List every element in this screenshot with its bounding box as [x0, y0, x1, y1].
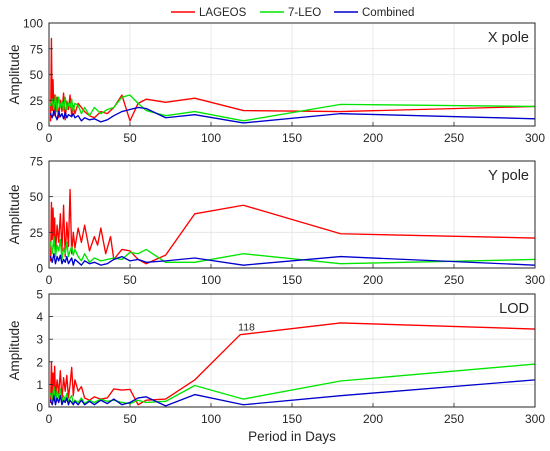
x-tick-label-2-3: 150: [282, 412, 302, 426]
x-tick-label-0-0: 0: [46, 131, 53, 145]
x-tick-label-0-4: 200: [363, 131, 383, 145]
legend: LAGEOS 7-LEO Combined: [171, 7, 414, 19]
x-tick-label-1-4: 200: [363, 273, 383, 287]
x-tick-label-1-1: 50: [123, 273, 137, 287]
x-axis-label: Period in Days: [248, 429, 336, 444]
panel-title-0: X pole: [488, 30, 529, 46]
x-tick-label-2-0: 0: [46, 412, 53, 426]
panel-title-2: LOD: [499, 301, 529, 317]
series-line-7-leo-2: [49, 363, 535, 405]
y-tick-label-0-0: 0: [36, 120, 43, 134]
series-line-combined-1: [49, 253, 535, 266]
x-tick-label-1-0: 0: [46, 273, 53, 287]
series-line-combined-0: [49, 106, 535, 124]
y-tick-label-0-2: 50: [30, 68, 44, 82]
y-axis-label-2: Amplitude: [7, 320, 22, 380]
annotation-2-0: 118: [238, 322, 255, 334]
y-tick-label-0-3: 75: [30, 42, 44, 56]
x-tick-label-1-2: 100: [201, 273, 221, 287]
series-line-lageos-2: [49, 322, 535, 406]
y-tick-label-0-4: 100: [23, 17, 43, 31]
legend-entry-1: 7-LEO: [260, 7, 321, 19]
panel-1: 0 50 100 150 200 250 300 0 25 50 75 Amplitude Y pole: [7, 155, 545, 288]
y-tick-label-1-3: 75: [30, 155, 44, 169]
panel-2: 0 50 100 150 200 250 300 0 1 2 3 4 5 Amplitude LOD 118: [7, 288, 545, 427]
y-tick-label-2-5: 5: [36, 288, 43, 302]
y-axis-label-1: Amplitude: [7, 184, 22, 244]
y-tick-label-2-1: 1: [36, 378, 43, 392]
x-tick-label-1-6: 300: [525, 273, 545, 287]
x-tick-label-1-3: 150: [282, 273, 302, 287]
series-line-7-leo-1: [49, 235, 535, 265]
series-line-lageos-1: [49, 188, 535, 265]
y-tick-label-1-0: 0: [36, 262, 43, 276]
y-tick-label-1-1: 25: [30, 226, 44, 240]
x-tick-label-2-4: 200: [363, 412, 383, 426]
legend-label-2: Combined: [362, 7, 414, 19]
x-tick-label-2-1: 50: [123, 412, 137, 426]
x-tick-label-2-6: 300: [525, 412, 545, 426]
y-tick-label-2-0: 0: [36, 401, 43, 415]
y-axis-label-0: Amplitude: [7, 44, 22, 104]
series-line-lageos-0: [49, 37, 535, 122]
legend-label-0: LAGEOS: [199, 7, 247, 19]
y-tick-label-0-1: 25: [30, 94, 44, 108]
x-tick-label-2-5: 250: [444, 412, 464, 426]
x-tick-label-2-2: 100: [201, 412, 221, 426]
x-tick-label-1-5: 250: [444, 273, 464, 287]
x-tick-label-0-1: 50: [123, 131, 137, 145]
x-tick-label-0-5: 250: [444, 131, 464, 145]
panel-title-1: Y pole: [488, 168, 529, 184]
y-tick-label-2-4: 4: [36, 310, 43, 324]
legend-entry-0: LAGEOS: [171, 7, 247, 19]
y-tick-label-1-2: 50: [30, 190, 44, 204]
x-tick-label-0-6: 300: [525, 131, 545, 145]
series-line-combined-2: [49, 379, 535, 407]
x-tick-label-0-2: 100: [201, 131, 221, 145]
legend-label-1: 7-LEO: [288, 7, 321, 19]
legend-entry-2: Combined: [334, 7, 414, 19]
x-tick-label-0-3: 150: [282, 131, 302, 145]
y-tick-label-2-2: 2: [36, 355, 43, 369]
y-tick-label-2-3: 3: [36, 333, 43, 347]
